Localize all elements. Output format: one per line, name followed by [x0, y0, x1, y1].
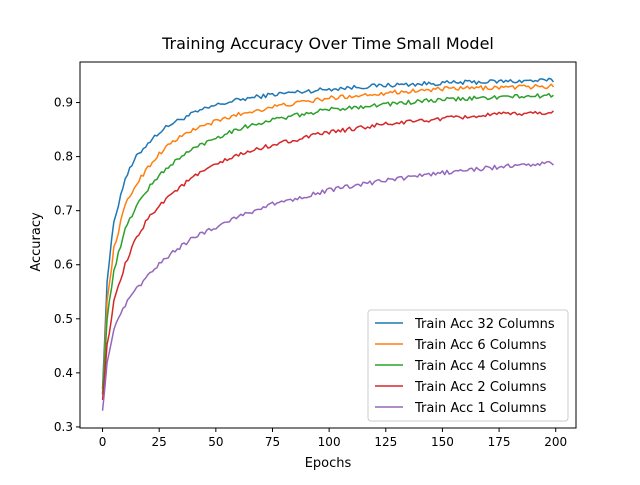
series-line — [101, 160, 554, 411]
legend-entry: Train Acc 1 Columns — [414, 401, 547, 416]
x-tick-label: 150 — [431, 435, 454, 449]
y-tick-label: 0.7 — [54, 204, 73, 218]
x-tick-label: 125 — [374, 435, 397, 449]
plot-lines — [101, 77, 555, 411]
series-line — [101, 92, 554, 395]
legend: Train Acc 32 Columns Train Acc 6 Columns T… — [367, 309, 569, 422]
y-axis-label: Accuracy — [29, 212, 44, 272]
series-line — [101, 83, 555, 395]
x-axis-label: Epochs — [305, 456, 352, 471]
x-tick-label: 75 — [265, 435, 280, 449]
legend-entry: Train Acc 32 Columns — [414, 317, 555, 332]
x-tick-label: 200 — [544, 435, 567, 449]
y-tick-label: 0.6 — [54, 258, 73, 272]
legend-entry: Train Acc 4 Columns — [414, 359, 547, 374]
series-line — [101, 77, 555, 390]
legend-entry: Train Acc 6 Columns — [414, 338, 547, 353]
y-tick-label: 0.4 — [54, 366, 73, 380]
x-tick-label: 0 — [99, 435, 107, 449]
y-tick-label: 0.3 — [54, 420, 73, 434]
y-axis: 0.3 0.4 0.5 0.6 0.7 0.8 0.9 — [54, 96, 80, 434]
y-tick-label: 0.5 — [54, 312, 73, 326]
x-tick-label: 100 — [318, 435, 341, 449]
plot-frame — [79, 61, 577, 429]
series-line — [101, 110, 554, 400]
legend-box — [367, 309, 569, 422]
x-tick-label: 175 — [488, 435, 511, 449]
legend-entry: Train Acc 2 Columns — [414, 380, 547, 395]
x-axis: 0 25 50 75 100 125 150 175 200 — [99, 428, 567, 449]
x-tick-label: 50 — [208, 435, 223, 449]
x-tick-label: 25 — [152, 435, 167, 449]
y-tick-label: 0.9 — [54, 96, 73, 110]
y-tick-label: 0.8 — [54, 150, 73, 164]
chart-title: Training Accuracy Over Time Small Model — [161, 34, 494, 53]
